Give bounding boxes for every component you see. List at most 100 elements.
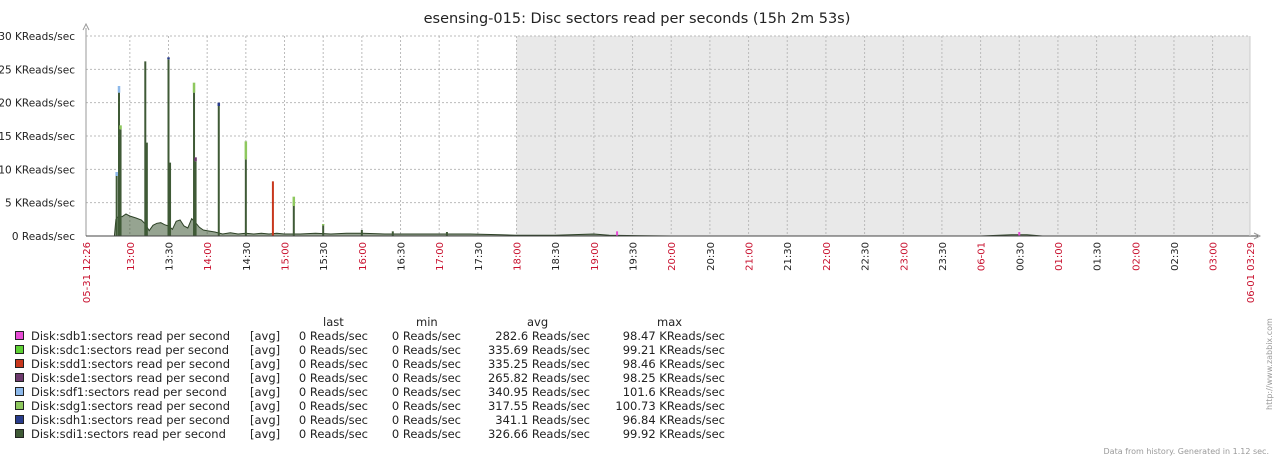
y-tick-label: 0 Reads/sec — [12, 231, 75, 243]
legend-last: 0 Reads/sec — [298, 385, 368, 399]
y-tick-label: 20 KReads/sec — [0, 98, 75, 110]
legend-name: Disk:sdc1:sectors read per second — [31, 343, 230, 357]
legend-swatch — [15, 415, 24, 424]
legend-name: Disk:sdd1:sectors read per second — [31, 357, 230, 371]
legend-min: 0 Reads/sec — [391, 427, 461, 441]
legend-row: Disk:sde1:sectors read per second [avg] 0 … — [0, 371, 760, 385]
legend-max: 99.92 KReads/sec — [622, 427, 725, 441]
legend-max: 98.46 KReads/sec — [622, 357, 725, 371]
legend-max: 99.21 KReads/sec — [622, 343, 725, 357]
x-tick-label: 01:30 — [1093, 242, 1104, 271]
legend-func: [avg] — [250, 371, 281, 385]
y-tick-label: 15 KReads/sec — [0, 131, 75, 143]
axes — [82, 22, 1262, 240]
legend-max: 101.6 KReads/sec — [622, 385, 725, 399]
legend-avg: 282.6 Reads/sec — [495, 329, 590, 343]
legend-max: 96.84 KReads/sec — [622, 413, 725, 427]
chart-title: esensing-015: Disc sectors read per seco… — [424, 11, 851, 27]
x-axis-arrow — [1253, 232, 1262, 240]
legend-max: 98.47 KReads/sec — [622, 329, 725, 343]
legend-avg: 340.95 Reads/sec — [487, 385, 590, 399]
legend-swatch — [15, 359, 24, 368]
legend-func: [avg] — [250, 399, 281, 413]
legend-min: 0 Reads/sec — [391, 399, 461, 413]
x-tick-label: 20:00 — [667, 242, 678, 271]
x-axis-ticks: 13:00 13:30 14:00 14:30 15:00 15:30 16:00 16:30… — [82, 242, 1257, 303]
x-tick-label: 18:00 — [513, 242, 524, 271]
legend-func: [avg] — [250, 329, 281, 343]
x-tick-label: 23:00 — [899, 242, 910, 271]
legend-name: Disk:sdf1:sectors read per second — [31, 385, 227, 399]
legend-swatch — [15, 401, 24, 410]
legend-row: Disk:sdg1:sectors read per second [avg] 0 … — [0, 399, 760, 413]
x-tick-label: 19:00 — [590, 242, 601, 271]
legend-avg: 265.82 Reads/sec — [487, 371, 590, 385]
legend-row: Disk:sdc1:sectors read per second [avg] 0 … — [0, 343, 760, 357]
legend-min: 0 Reads/sec — [391, 329, 461, 343]
legend-last: 0 Reads/sec — [298, 357, 368, 371]
legend-header: last min avg max — [0, 315, 760, 329]
legend-min: 0 Reads/sec — [391, 343, 461, 357]
legend-last: 0 Reads/sec — [298, 343, 368, 357]
legend-swatch — [15, 373, 24, 382]
generated-note: Data from history. Generated in 1.12 sec… — [1103, 447, 1269, 456]
x-tick-label: 16:30 — [397, 242, 408, 271]
legend-last: 0 Reads/sec — [298, 399, 368, 413]
x-tick-label: 13:30 — [165, 242, 176, 271]
x-tick-label: 17:00 — [435, 242, 446, 271]
legend-name: Disk:sde1:sectors read per second — [31, 371, 230, 385]
header-max: max — [657, 315, 683, 329]
header-min: min — [416, 315, 438, 329]
legend-min: 0 Reads/sec — [391, 357, 461, 371]
legend-row: Disk:sdb1:sectors read per second [avg] 0 … — [0, 329, 760, 343]
legend-min: 0 Reads/sec — [391, 385, 461, 399]
legend-func: [avg] — [250, 427, 281, 441]
legend-row: Disk:sdd1:sectors read per second [avg] 0 … — [0, 357, 760, 371]
y-axis-ticks: 0 Reads/sec 5 KReads/sec 10 KReads/sec 15 K… — [0, 31, 75, 243]
x-tick-label: 01:00 — [1054, 242, 1065, 271]
legend-max: 98.25 KReads/sec — [622, 371, 725, 385]
legend-name: Disk:sdb1:sectors read per second — [31, 329, 230, 343]
y-tick-label: 5 KReads/sec — [5, 198, 75, 210]
x-tick-label: 21:30 — [783, 242, 794, 271]
x-tick-label: 00:30 — [1015, 242, 1026, 271]
spikes — [115, 57, 1021, 236]
legend-func: [avg] — [250, 343, 281, 357]
legend-last: 0 Reads/sec — [298, 413, 368, 427]
x-tick-label: 18:30 — [551, 242, 562, 271]
chart: esensing-015: Disc sectors read per seco… — [0, 11, 1262, 303]
legend-last: 0 Reads/sec — [298, 371, 368, 385]
legend-last: 0 Reads/sec — [298, 427, 368, 441]
legend-row: Disk:sdi1:sectors read per second [avg] 0 … — [0, 427, 760, 441]
x-tick-label: 15:30 — [319, 242, 330, 271]
legend-swatch — [15, 429, 24, 438]
legend-avg: 335.25 Reads/sec — [487, 357, 590, 371]
legend-swatch — [15, 345, 24, 354]
legend-row: Disk:sdf1:sectors read per second [avg] 0 … — [0, 385, 760, 399]
x-tick-label: 02:30 — [1170, 242, 1181, 271]
x-tick-label: 03:00 — [1209, 242, 1220, 271]
x-tick-label: 13:00 — [126, 242, 137, 271]
header-avg: avg — [527, 315, 549, 329]
zabbix-link[interactable]: http://www.zabbix.com — [1258, 300, 1278, 420]
x-tick-label: 21:00 — [745, 242, 756, 271]
zabbix-link-text: http://www.zabbix.com — [1265, 318, 1274, 410]
x-tick-label: 22:00 — [822, 242, 833, 271]
legend-last: 0 Reads/sec — [298, 329, 368, 343]
x-tick-label: 14:30 — [242, 242, 253, 271]
y-tick-label: 25 KReads/sec — [0, 64, 75, 76]
header-last: last — [323, 315, 344, 329]
legend-avg: 317.55 Reads/sec — [487, 399, 590, 413]
legend-func: [avg] — [250, 357, 281, 371]
legend-max: 100.73 KReads/sec — [615, 399, 725, 413]
legend-row: Disk:sdh1:sectors read per second [avg] 0 … — [0, 413, 760, 427]
x-tick-label: 06-01 — [977, 242, 988, 271]
x-tick-label: 14:00 — [203, 242, 214, 271]
legend-avg: 326.66 Reads/sec — [487, 427, 590, 441]
legend-avg: 341.1 Reads/sec — [495, 413, 590, 427]
x-tick-label: 22:30 — [861, 242, 872, 271]
legend-name: Disk:sdi1:sectors read per second — [31, 427, 226, 441]
x-tick-label: 02:00 — [1131, 242, 1142, 271]
y-axis-arrow — [82, 22, 90, 31]
legend-min: 0 Reads/sec — [391, 413, 461, 427]
